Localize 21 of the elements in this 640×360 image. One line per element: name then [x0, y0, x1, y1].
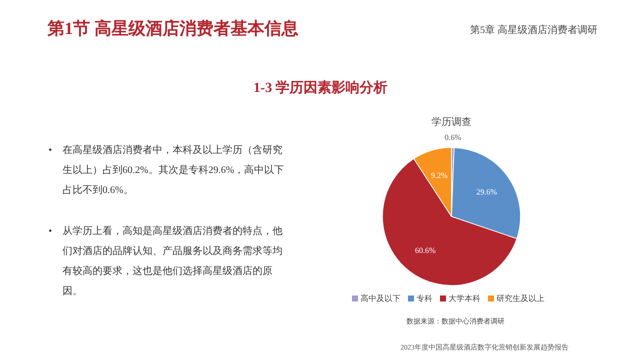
text: 有较高的要求，这也是他们选择高星级酒店的原 — [62, 265, 272, 277]
data-label: 9.2% — [430, 170, 448, 180]
text: 第1节 高星级酒店消费者基本信息 — [46, 19, 298, 38]
text: 占比不到0.6%。 — [62, 184, 134, 196]
data-label: 29.6% — [476, 188, 498, 197]
data-label: 0.6% — [444, 133, 462, 142]
text: 在高星级酒店消费者中，本科及以上学历（含研究 — [62, 144, 282, 156]
legend-label: 大学本科 — [448, 294, 480, 303]
legend-label: 专科 — [416, 294, 432, 303]
text: 从学历上看，高知是高星级酒店消费者的特点，他 — [62, 225, 282, 237]
text: • — [48, 145, 52, 156]
text: 1-3 学历因素影响分析 — [253, 80, 388, 96]
text: 们对酒店的品牌认知、产品服务以及商务需求等均 — [62, 245, 282, 257]
text: 第5章 高星级酒店消费者调研 — [470, 24, 598, 36]
text: • — [48, 226, 52, 237]
legend-label: 高中及以下 — [360, 294, 400, 303]
text: 生以上）占到60.2%。其次是专科29.6%，高中以下 — [62, 164, 284, 176]
legend-label: 研究生及以上 — [496, 294, 544, 303]
text: 因。 — [62, 286, 82, 297]
chart-title: 学历调查 — [432, 116, 472, 128]
data-label: 60.6% — [414, 246, 436, 255]
